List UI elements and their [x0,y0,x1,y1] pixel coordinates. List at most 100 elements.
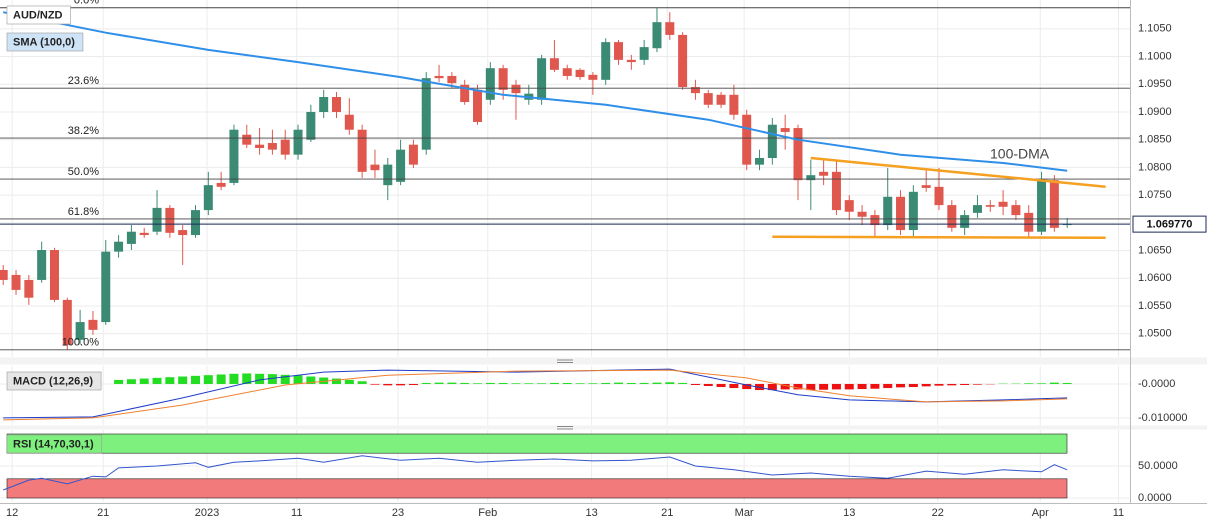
last-price-box [1132,215,1207,233]
macd-bar [934,383,944,386]
candle-body [729,94,739,115]
y-tick-label: -0.0000 [1138,378,1175,390]
fib-label: 61.8% [68,206,99,218]
macd-bar [614,382,624,384]
candle-body [665,22,675,35]
candle-body [434,75,444,79]
macd-bar [831,383,841,390]
y-tick-label: 1.0900 [1138,106,1172,118]
legend-box [6,371,102,391]
panel-divider[interactable] [0,357,1207,365]
candle-body [473,89,483,122]
x-tick-label: 22 [932,507,944,519]
candle-body [11,274,21,290]
legend-label: MACD (12,26,9) [13,375,93,387]
macd-bar [447,382,457,384]
y-tick-label: 1.0850 [1138,134,1172,146]
y-tick-label: -0.010000 [1138,412,1188,424]
candle-body [549,58,559,70]
candle-body [332,97,342,112]
macd-bar [947,383,957,386]
candle-body [178,230,188,236]
macd-bar [1024,383,1034,384]
macd-bar [524,383,534,384]
candle-body [0,269,8,280]
y-tick-label: 50.0000 [1138,460,1178,472]
candle-body [806,175,816,181]
candle-body [972,205,982,213]
macd-bar [588,383,598,384]
candle-body [896,196,906,231]
candle-body [421,78,431,150]
x-tick-label: 13 [843,507,855,519]
macd-bar [716,383,726,388]
x-tick-label: 21 [97,507,109,519]
candle-body [870,215,880,226]
rsi-band [6,433,1068,454]
macd-bar [203,375,213,384]
y-tick-label: 1.1050 [1138,23,1172,35]
macd-bar [396,383,406,386]
panel-divider[interactable] [0,425,1207,430]
macd-bar [383,383,393,386]
rsi-band [6,478,1068,499]
macd-bar [306,376,316,384]
candle-body [614,42,624,60]
candle-body [49,250,59,300]
candle-body [370,164,380,171]
candle-body [947,205,957,228]
fib-label: 50.0% [68,166,99,178]
macd-bar [216,374,226,384]
macd-bar [908,383,918,388]
macd-bar [1037,383,1047,384]
legend-box [6,32,84,52]
macd-bar [1049,382,1059,384]
y-tick-label: 1.0950 [1138,78,1172,90]
candle-body [396,149,406,182]
macd-bar [819,383,829,390]
candle-body [678,34,688,88]
macd-bar [242,373,252,384]
candle-body [203,185,213,211]
macd-bar [1062,382,1072,384]
candle-body [152,207,162,232]
x-tick-label: Feb [478,507,497,519]
annotation: 100-DMA [990,146,1050,162]
fib-label: 0.0% [74,0,99,7]
macd-bar [267,374,277,384]
candle-body [601,42,611,80]
macd-bar [921,383,931,387]
candle-body [562,68,572,76]
macd-bar [114,379,124,384]
macd-bar [703,383,713,387]
macd-bar [344,379,354,384]
candle-body [537,58,547,100]
macd-bar [473,383,483,384]
x-tick-label: 12 [6,507,18,519]
candle-body [88,319,98,330]
x-tick-label: 2023 [195,507,219,519]
candle-body [280,139,290,155]
macd-bar [152,377,162,384]
trend-line [810,156,1106,189]
macd-bar [485,382,495,384]
x-tick-label: 23 [392,507,404,519]
macd-bar [357,381,367,384]
candle-body [588,74,598,80]
macd-bar [767,383,777,391]
macd-bar [562,382,572,384]
macd-bar [434,382,444,384]
candle-body [216,182,226,187]
macd-bar [793,383,803,390]
macd-bar [896,383,906,388]
macd-bar [883,383,893,389]
macd-bar [857,383,867,390]
candle-body [306,111,316,140]
candle-body [408,144,418,165]
candle-body [165,207,175,233]
macd-bar [126,379,136,384]
candle-body [1011,205,1021,216]
candle-body [716,94,726,105]
